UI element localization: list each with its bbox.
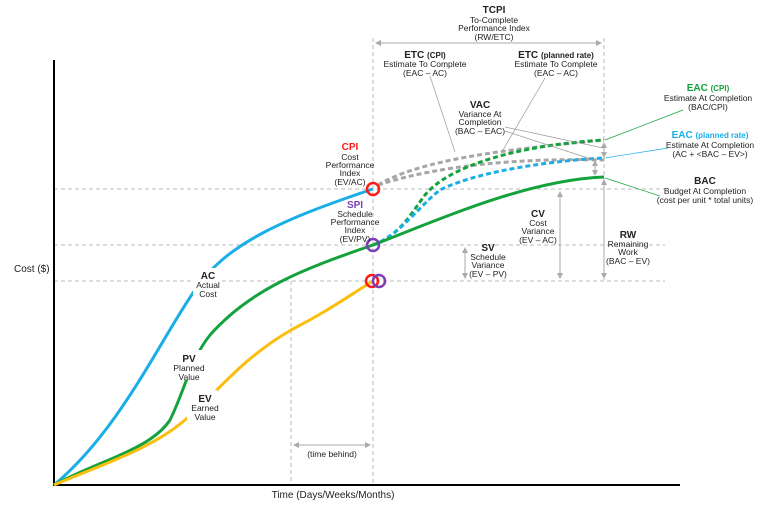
eac-cpi-curve [372,138,605,247]
bac-line: Budget At Completion [664,186,746,196]
cv-line: Cost [529,218,547,228]
forecast-gray-lower [377,158,605,187]
sv-formula: (EV – PV) [469,269,507,279]
sv-line: Schedule [470,252,506,262]
spi-formula: (EV/PV) [340,234,371,244]
eac-cpi-formula: (BAC/CPI) [688,102,728,112]
pv-curve [53,175,605,487]
eac-planned-curve [372,156,605,247]
rw-line: Work [618,247,638,257]
etc-planned-formula: (EAC – AC) [534,68,578,78]
cv-line: Variance [522,226,555,236]
pv-label-line: Value [178,372,199,382]
vac-line: Variance At [459,109,502,119]
bac-formula: (cost per unit * total units) [657,195,754,205]
spi-line: Schedule [337,209,373,219]
ac-curve [53,187,374,487]
vac-abbr: VAC [470,100,490,111]
etc-planned-line: Estimate To Complete [515,59,598,69]
x-axis-label: Time (Days/Weeks/Months) [272,490,395,501]
bac-leader [604,177,661,197]
ev-label-abbr: EV [198,394,212,405]
etc-cpi-leader [429,75,456,153]
eac-cpi-line: Estimate At Completion [664,93,753,103]
ev-label-line: Value [194,412,215,422]
ev-spi-marker [371,273,387,289]
etc-planned-leader [502,77,546,151]
pv-label-abbr: PV [182,354,196,365]
eac-cpi-title: EAC (CPI) [687,83,730,94]
tcpi-abbr: TCPI [483,5,506,16]
eac-planned-formula: (AC + <BAC – EV>) [672,149,748,159]
cpi-line: Index [340,168,362,178]
vac-formula: (BAC – EAC) [455,126,505,136]
etc-cpi-formula: (EAC – AC) [403,68,447,78]
ev-label-line: Earned [191,403,219,413]
tcpi-formula: (RW/ETC) [474,32,513,42]
vac-leader-1 [504,130,595,161]
cpi-abbr: CPI [342,142,359,153]
vac-leader-2 [504,126,604,149]
rw-abbr: RW [620,230,637,241]
eac-planned-line: Estimate At Completion [666,140,755,150]
ev-curve [53,279,374,487]
rw-formula: (BAC – EV) [606,256,650,266]
eac-planned-title: EAC (planned rate) [672,130,749,141]
spi-line: Index [345,225,367,235]
spi-marker [365,237,381,253]
cpi-line: Performance [326,160,375,170]
sv-line: Variance [472,260,505,270]
cpi-marker [365,181,381,197]
ev-cpi-marker [364,273,380,289]
ac-label-abbr: AC [201,271,215,282]
etc-cpi-line: Estimate To Complete [384,59,467,69]
rw-line: Remaining [608,239,649,249]
sv-abbr: SV [481,243,495,254]
ac-label-line: Actual [196,280,220,290]
pv-label-line: Planned [173,363,204,373]
spi-line: Performance [331,217,380,227]
eac-planned-leader [604,147,669,159]
etc-cpi-title: ETC (CPI) [404,50,446,61]
cv-formula: (EV – AC) [519,235,557,245]
y-axis-label: Cost ($) [14,264,50,275]
ac-label-line: Cost [199,289,217,299]
tcpi-line: Performance Index [458,23,531,33]
tcpi-line: To-Complete [470,15,518,25]
cpi-formula: (EV/AC) [334,177,365,187]
time-behind-label: (time behind) [307,449,357,459]
etc-planned-title: ETC (planned rate) [518,50,594,61]
bac-abbr: BAC [694,176,716,187]
vac-line: Completion [459,117,502,127]
eac-cpi-leader [604,109,684,141]
cv-abbr: CV [531,209,545,220]
spi-abbr: SPI [347,200,363,211]
cpi-line: Cost [341,152,359,162]
